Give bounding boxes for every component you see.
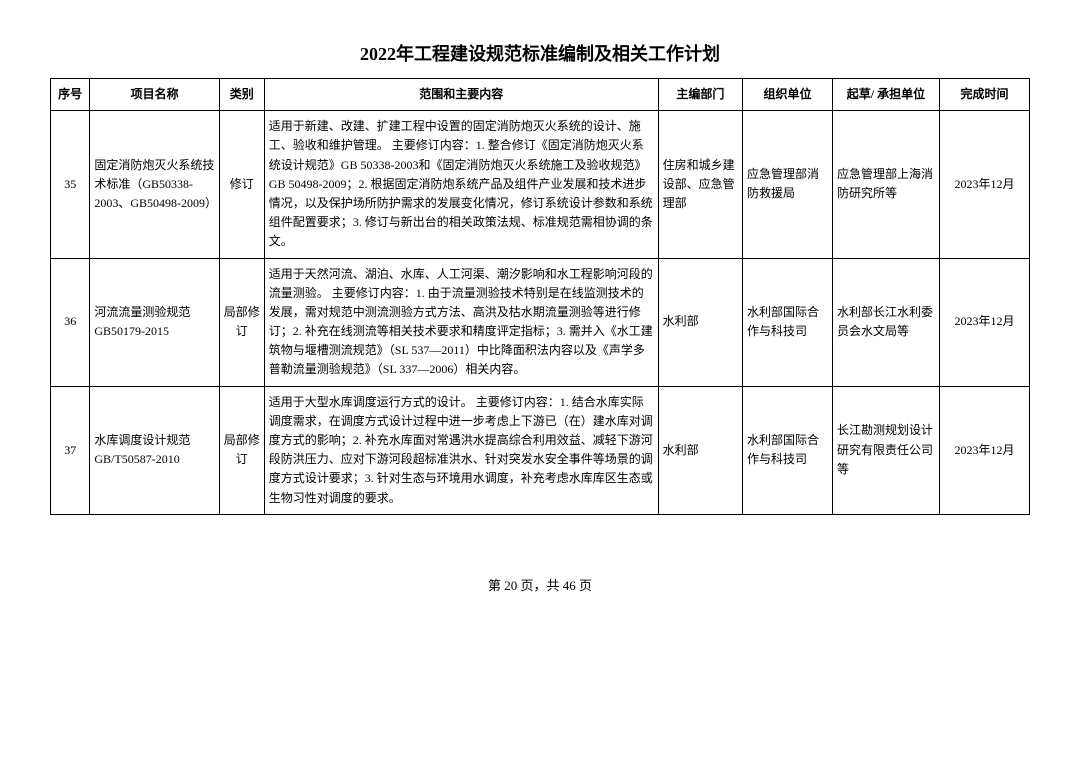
cell-name: 河流流量测验规范GB50179-2015 (90, 258, 219, 386)
cell-dept: 住房和城乡建设部、应急管理部 (658, 111, 742, 258)
cell-org: 水利部国际合作与科技司 (743, 258, 833, 386)
header-cat: 类别 (219, 79, 264, 111)
cell-org: 水利部国际合作与科技司 (743, 386, 833, 514)
header-org: 组织单位 (743, 79, 833, 111)
standards-table: 序号 项目名称 类别 范围和主要内容 主编部门 组织单位 起草/ 承担单位 完成… (50, 78, 1030, 515)
cell-draft: 应急管理部上海消防研究所等 (833, 111, 940, 258)
cell-name: 固定消防炮灭火系统技术标准（GB50338-2003、GB50498-2009） (90, 111, 219, 258)
cell-num: 35 (51, 111, 90, 258)
cell-dept: 水利部 (658, 258, 742, 386)
cell-time: 2023年12月 (939, 258, 1029, 386)
cell-scope: 适用于大型水库调度运行方式的设计。 主要修订内容：1. 结合水库实际调度需求，在… (264, 386, 658, 514)
header-scope: 范围和主要内容 (264, 79, 658, 111)
cell-draft: 长江勘测规划设计研究有限责任公司等 (833, 386, 940, 514)
cell-draft: 水利部长江水利委员会水文局等 (833, 258, 940, 386)
cell-name: 水库调度设计规范GB/T50587-2010 (90, 386, 219, 514)
cell-cat: 修订 (219, 111, 264, 258)
page-number: 第 20 页，共 46 页 (50, 575, 1030, 594)
header-name: 项目名称 (90, 79, 219, 111)
cell-org: 应急管理部消防救援局 (743, 111, 833, 258)
cell-dept: 水利部 (658, 386, 742, 514)
header-time: 完成时间 (939, 79, 1029, 111)
cell-cat: 局部修订 (219, 386, 264, 514)
header-draft: 起草/ 承担单位 (833, 79, 940, 111)
cell-time: 2023年12月 (939, 386, 1029, 514)
cell-scope: 适用于天然河流、湖泊、水库、人工河渠、潮汐影响和水工程影响河段的流量测验。 主要… (264, 258, 658, 386)
cell-num: 37 (51, 386, 90, 514)
cell-cat: 局部修订 (219, 258, 264, 386)
header-num: 序号 (51, 79, 90, 111)
page-title: 2022年工程建设规范标准编制及相关工作计划 (50, 40, 1030, 66)
header-dept: 主编部门 (658, 79, 742, 111)
table-header-row: 序号 项目名称 类别 范围和主要内容 主编部门 组织单位 起草/ 承担单位 完成… (51, 79, 1030, 111)
cell-scope: 适用于新建、改建、扩建工程中设置的固定消防炮灭火系统的设计、施工、验收和维护管理… (264, 111, 658, 258)
cell-time: 2023年12月 (939, 111, 1029, 258)
cell-num: 36 (51, 258, 90, 386)
table-row: 36 河流流量测验规范GB50179-2015 局部修订 适用于天然河流、湖泊、… (51, 258, 1030, 386)
table-row: 35 固定消防炮灭火系统技术标准（GB50338-2003、GB50498-20… (51, 111, 1030, 258)
table-row: 37 水库调度设计规范GB/T50587-2010 局部修订 适用于大型水库调度… (51, 386, 1030, 514)
